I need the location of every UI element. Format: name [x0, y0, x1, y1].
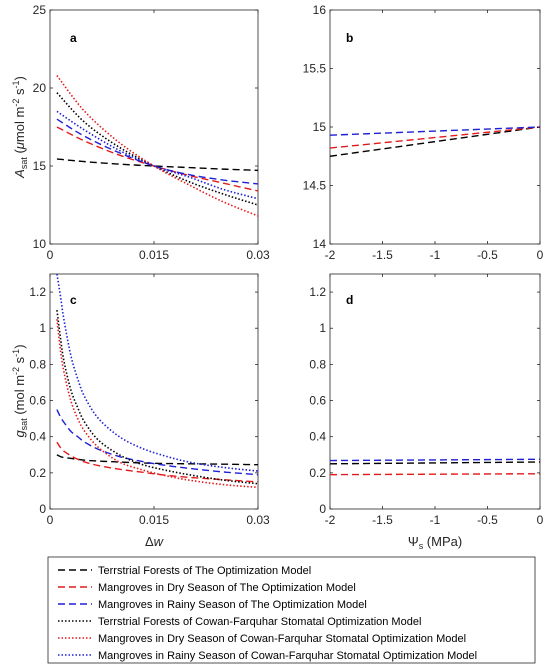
x-tick-label: 0.03: [246, 513, 270, 527]
legend-box: [47, 556, 536, 664]
x-tick-label: -2: [325, 513, 336, 527]
x-tick-label: 0.015: [139, 248, 169, 262]
y-tick-label: 25: [33, 3, 47, 17]
series-line-tf_cf: [56, 310, 258, 485]
panel-a-letter: a: [70, 31, 77, 45]
series-line-tf_opt: [56, 158, 258, 172]
x-tick-label: -0.5: [477, 248, 498, 262]
panel-c-ylabel: gsat (mol m-2 s-1): [11, 344, 29, 437]
series-line-tf_opt: [56, 454, 258, 466]
y-tick-label: 0.2: [309, 466, 326, 480]
y-tick-label: 0.2: [29, 466, 46, 480]
x-tick-label: 0: [537, 248, 544, 262]
panel-b: b -2 -1.5 -1 -0.5 0 14 14.5 15 15.5 16: [303, 3, 544, 262]
panel-b-letter: b: [346, 31, 353, 45]
series-line-mg_rainy_cf: [56, 110, 258, 200]
panel-d-xlabel: Ψs (MPa): [408, 534, 462, 551]
legend-label-mg_rainy_opt: Mangroves in Rainy Season of The Optimiz…: [98, 599, 367, 611]
panel-d: d Ψs (MPa) -2 -1.5 -1 -0.5 0 0 0.2 0.4 0.6 0.8 1 1.…: [309, 273, 544, 551]
y-tick-label: 16: [313, 3, 327, 17]
y-tick-label: 1: [319, 321, 326, 335]
series-line-mg_dry_cf: [56, 319, 258, 489]
x-tick-label: -1.5: [372, 248, 393, 262]
y-tick-label: 0.6: [29, 394, 46, 408]
y-tick-label: 0: [319, 502, 326, 516]
y-tick-label: 15: [33, 159, 47, 173]
series-line-tf_opt: [330, 126, 540, 157]
x-tick-label: -1: [430, 513, 441, 527]
x-tick-label: 0.015: [139, 513, 169, 527]
y-tick-label: 10: [33, 237, 47, 251]
x-tick-label: 0: [47, 248, 54, 262]
legend-label-tf_cf: Terrstrial Forests of Cowan-Farquhar Sto…: [98, 616, 421, 628]
series-line-mg_dry_opt: [56, 126, 258, 192]
x-tick-label: 0: [537, 513, 544, 527]
panel-c-xlabel: Δw: [145, 534, 165, 549]
series-line-mg_rainy_cf: [56, 274, 258, 472]
y-tick-label: 0.6: [309, 394, 326, 408]
y-tick-label: 0.8: [309, 357, 326, 371]
y-tick-label: 14.5: [303, 179, 327, 193]
panel-d-letter: d: [346, 293, 353, 307]
y-tick-label: 1.2: [29, 285, 46, 299]
series-line-mg_rainy_opt: [56, 409, 258, 476]
x-tick-label: 0: [47, 513, 54, 527]
series-line-mg_rainy_opt: [330, 458, 540, 462]
series-line-mg_dry_opt: [56, 441, 258, 483]
panel-c: c gsat (mol m-2 s-1) Δw 0 0.015 0.03 0 0.2 0.…: [11, 273, 270, 549]
panel-a: a Asat (μmol m-2 s-1) 0 0.015 0.03 10 15 20 25: [11, 3, 270, 262]
series-line-mg_dry_opt: [330, 126, 540, 149]
legend-label-mg_rainy_cf: Mangroves in Rainy Season of Cowan-Farqu…: [98, 650, 477, 662]
panel-b-frame: [329, 9, 541, 245]
y-tick-label: 1.2: [309, 285, 326, 299]
series-line-mg_dry_opt: [330, 473, 540, 476]
y-tick-label: 0.8: [29, 357, 46, 371]
panel-a-ylabel: Asat (μmol m-2 s-1): [11, 76, 29, 179]
y-tick-label: 15.5: [303, 62, 327, 76]
y-tick-label: 0.4: [29, 430, 46, 444]
legend-label-mg_dry_cf: Mangroves in Dry Season of Cowan-Farquha…: [98, 633, 466, 645]
y-tick-label: 15: [313, 120, 327, 134]
series-line-tf_opt: [330, 461, 540, 465]
series-line-mg_rainy_opt: [56, 118, 258, 185]
x-tick-label: -2: [325, 248, 336, 262]
series-line-mg_rainy_opt: [330, 126, 540, 136]
panel-c-letter: c: [70, 293, 77, 307]
x-tick-label: -1.5: [372, 513, 393, 527]
legend-label-mg_dry_opt: Mangroves in Dry Season of The Optimizat…: [98, 582, 356, 594]
x-tick-label: -1: [430, 248, 441, 262]
series-line-mg_dry_cf: [56, 75, 258, 217]
legend-label-tf_opt: Terrstrial Forests of The Optimization M…: [98, 565, 311, 577]
x-tick-label: 0.03: [246, 248, 270, 262]
y-tick-label: 20: [33, 81, 47, 95]
y-tick-label: 0: [39, 502, 46, 516]
y-tick-label: 1: [39, 321, 46, 335]
legend: Terrstrial Forests of The Optimization M…: [47, 556, 536, 664]
series-line-tf_cf: [56, 92, 258, 206]
x-tick-label: -0.5: [477, 513, 498, 527]
y-tick-label: 14: [313, 237, 327, 251]
y-tick-label: 0.4: [309, 430, 326, 444]
